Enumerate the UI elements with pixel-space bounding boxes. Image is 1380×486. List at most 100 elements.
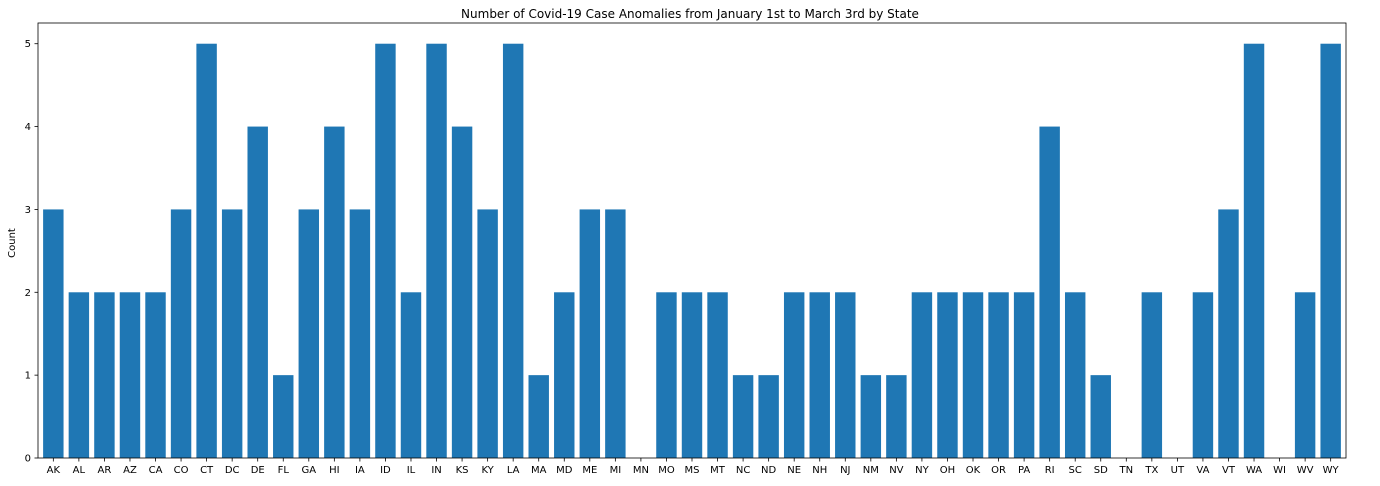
x-tick-label: NC bbox=[736, 465, 750, 476]
bar-md bbox=[554, 292, 575, 458]
bar-ri bbox=[1039, 126, 1060, 459]
x-tick-label: CO bbox=[174, 465, 189, 476]
bar-nm bbox=[860, 375, 882, 458]
x-tick-label: TN bbox=[1119, 465, 1134, 476]
x-tick-label: KS bbox=[456, 465, 469, 476]
x-tick-label: IA bbox=[355, 465, 365, 476]
x-tick-label: WV bbox=[1297, 465, 1314, 476]
bar-or bbox=[988, 292, 1009, 458]
bar-ks bbox=[451, 126, 473, 459]
x-tick-label: AR bbox=[98, 465, 112, 476]
bar-wv bbox=[1294, 292, 1316, 458]
bar-az bbox=[119, 292, 141, 458]
bar-de bbox=[247, 126, 268, 459]
y-tick-label: 0 bbox=[25, 454, 31, 465]
bar-fl bbox=[273, 375, 294, 458]
x-tick-label: MO bbox=[658, 465, 675, 476]
bar-mt bbox=[707, 292, 728, 458]
x-tick-label: AK bbox=[47, 465, 61, 476]
x-tick-label: LA bbox=[507, 465, 520, 476]
x-tick-label: NV bbox=[889, 465, 903, 476]
bar-ms bbox=[681, 292, 703, 458]
bar-ne bbox=[783, 292, 805, 458]
x-tick-label: FL bbox=[278, 465, 290, 476]
x-tick-label: NJ bbox=[840, 465, 850, 476]
x-tick-label: MD bbox=[556, 465, 573, 476]
x-tick-label: VA bbox=[1196, 465, 1209, 476]
x-tick-label: NH bbox=[812, 465, 827, 476]
y-axis-ticks: 0 1 2 3 4 5 bbox=[25, 39, 38, 465]
x-tick-label: MI bbox=[610, 465, 622, 476]
x-tick-label: CA bbox=[149, 465, 163, 476]
x-tick-label: WA bbox=[1246, 465, 1262, 476]
x-tick-label: NM bbox=[863, 465, 879, 476]
x-tick-label: TX bbox=[1144, 465, 1158, 476]
x-tick-label: NY bbox=[915, 465, 929, 476]
bar-ca bbox=[145, 292, 166, 458]
bar-sc bbox=[1064, 292, 1086, 458]
y-axis-label: Count bbox=[7, 228, 18, 258]
bar-mo bbox=[656, 292, 677, 458]
bar-ga bbox=[298, 209, 320, 458]
y-tick-label: 2 bbox=[25, 288, 31, 299]
x-tick-label: OH bbox=[940, 465, 955, 476]
bar-nc bbox=[732, 375, 754, 458]
bar-ma bbox=[528, 375, 549, 458]
x-tick-label: WI bbox=[1273, 465, 1286, 476]
bar-la bbox=[502, 43, 524, 458]
x-tick-label: CT bbox=[200, 465, 214, 476]
x-tick-label: RI bbox=[1045, 465, 1055, 476]
bar-me bbox=[579, 209, 601, 458]
bar-ar bbox=[94, 292, 115, 458]
x-tick-label: AL bbox=[73, 465, 86, 476]
bar-tx bbox=[1141, 292, 1163, 458]
bar-dc bbox=[221, 209, 243, 458]
y-tick-label: 3 bbox=[25, 205, 31, 216]
x-tick-label: DE bbox=[251, 465, 265, 476]
plot-frame bbox=[37, 22, 1347, 459]
bar-oh bbox=[937, 292, 958, 458]
bar-ky bbox=[477, 209, 498, 458]
y-tick-label: 1 bbox=[25, 371, 31, 382]
bar-ia bbox=[349, 209, 371, 458]
x-tick-label: SD bbox=[1094, 465, 1108, 476]
bar-in bbox=[426, 43, 447, 458]
x-tick-label: PA bbox=[1018, 465, 1030, 476]
bar-mi bbox=[605, 209, 626, 458]
bar-al bbox=[68, 292, 90, 458]
x-tick-label: DC bbox=[225, 465, 240, 476]
bar-va bbox=[1192, 292, 1214, 458]
x-tick-label: WY bbox=[1323, 465, 1340, 476]
bar-id bbox=[375, 43, 396, 458]
x-tick-label: SC bbox=[1069, 465, 1082, 476]
x-tick-label: MT bbox=[710, 465, 726, 476]
x-tick-label: KY bbox=[481, 465, 494, 476]
bar-ak bbox=[43, 209, 64, 458]
bar-ok bbox=[962, 292, 984, 458]
x-tick-label: ME bbox=[582, 465, 597, 476]
bar-nj bbox=[835, 292, 856, 458]
x-tick-label: MS bbox=[685, 465, 700, 476]
bar-pa bbox=[1013, 292, 1035, 458]
bar-wy bbox=[1320, 43, 1341, 458]
x-tick-label: IN bbox=[431, 465, 441, 476]
x-tick-label: NE bbox=[787, 465, 801, 476]
x-tick-label: GA bbox=[302, 465, 317, 476]
bar-il bbox=[400, 292, 422, 458]
bar-nh bbox=[809, 292, 830, 458]
x-tick-label: AZ bbox=[123, 465, 137, 476]
bar-nv bbox=[886, 375, 907, 458]
bar-nd bbox=[758, 375, 779, 458]
x-tick-label: VT bbox=[1222, 465, 1236, 476]
bar-vt bbox=[1218, 209, 1239, 458]
x-tick-label: OR bbox=[991, 465, 1006, 476]
y-tick-label: 5 bbox=[25, 39, 31, 50]
chart-title: Number of Covid-19 Case Anomalies from J… bbox=[461, 7, 919, 21]
bar-ct bbox=[196, 43, 217, 458]
bar-ny bbox=[911, 292, 933, 458]
y-tick-label: 4 bbox=[25, 122, 31, 133]
bar-hi bbox=[324, 126, 345, 459]
x-tick-label: UT bbox=[1171, 465, 1185, 476]
